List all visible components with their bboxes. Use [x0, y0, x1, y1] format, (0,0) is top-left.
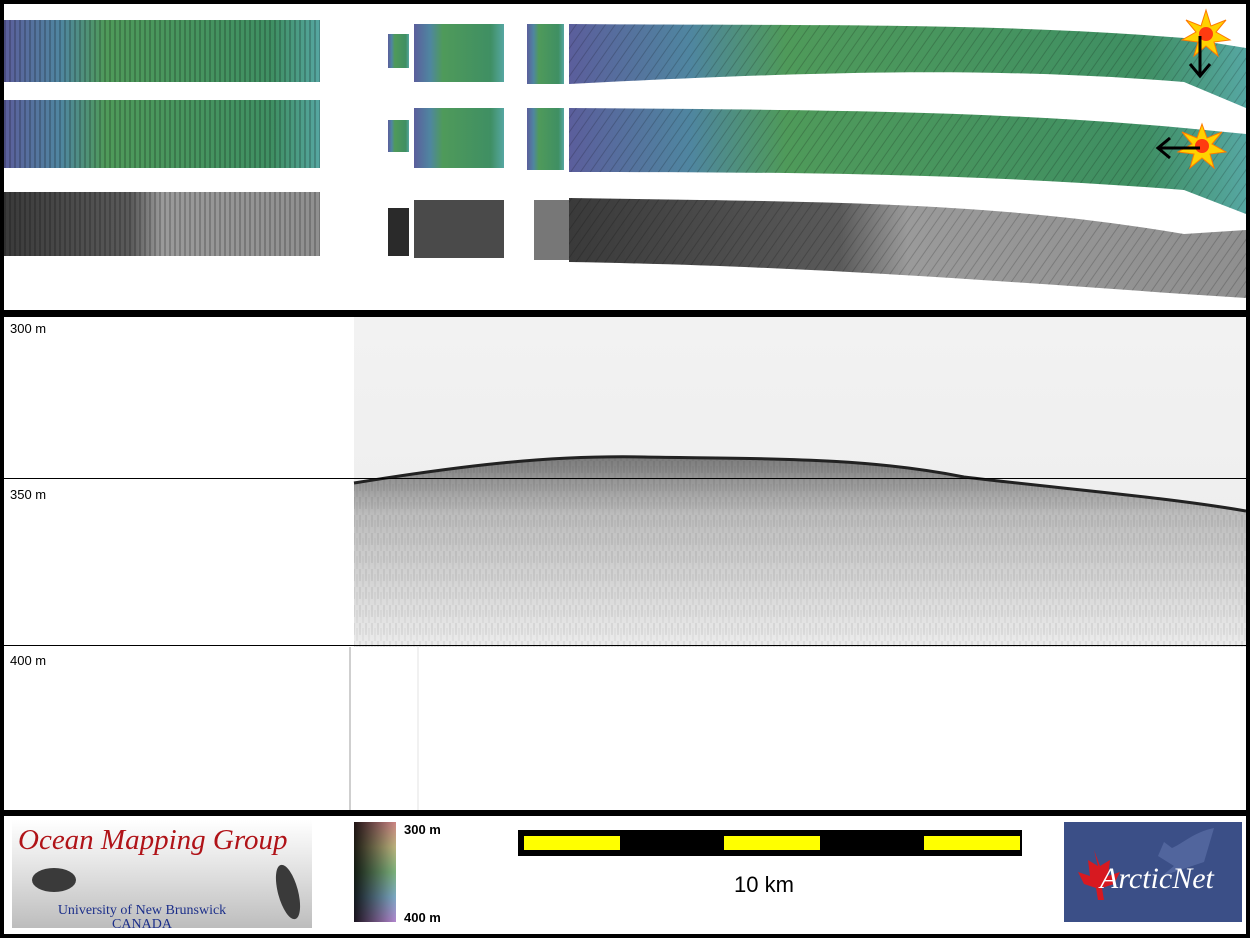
- arrow-left-icon: [1155, 136, 1200, 160]
- seafloor-graphic: [32, 864, 301, 920]
- scale-bar-segment: [524, 836, 620, 850]
- depth-label-350: 350 m: [10, 487, 47, 502]
- maple-leaf-icon: [1078, 828, 1214, 900]
- depth-label-300: 300 m: [10, 321, 47, 336]
- colorbar-bottom-label: 400 m: [404, 910, 441, 925]
- omg-title: Ocean Mapping Group: [18, 824, 288, 856]
- scale-bar-segment: [724, 836, 820, 850]
- depth-gridline-400: [4, 645, 1246, 646]
- sun-illumination-icon: [1180, 8, 1232, 58]
- swath-row-1: [4, 20, 1246, 108]
- footer-panel: Ocean Mapping Group University of New Br…: [4, 816, 1246, 934]
- arcticnet-logo: ArcticNet: [1064, 822, 1242, 922]
- ocean-mapping-group-logo: Ocean Mapping Group University of New Br…: [12, 820, 312, 928]
- scale-bar-label: 10 km: [734, 872, 794, 897]
- depth-label-400: 400 m: [10, 653, 47, 668]
- depth-gridline-350: [4, 478, 1246, 479]
- swath-row-3: [4, 192, 1246, 298]
- arcticnet-text: ArcticNet: [1100, 862, 1214, 895]
- profile-panel: 300 m 350 m 400 m: [4, 317, 1246, 810]
- profile-echogram: [349, 317, 1246, 810]
- omg-country: CANADA: [112, 917, 172, 928]
- depth-colorbar: [354, 822, 396, 922]
- swath-strips: [4, 8, 1246, 298]
- swath-row-2: [4, 100, 1246, 214]
- scale-bar: [518, 830, 1022, 856]
- swath-panel: [4, 4, 1246, 310]
- omg-university: University of New Brunswick: [57, 903, 227, 918]
- scale-bar-segment: [924, 836, 1020, 850]
- colorbar-top-label: 300 m: [404, 822, 441, 837]
- arrow-down-icon: [1188, 36, 1212, 79]
